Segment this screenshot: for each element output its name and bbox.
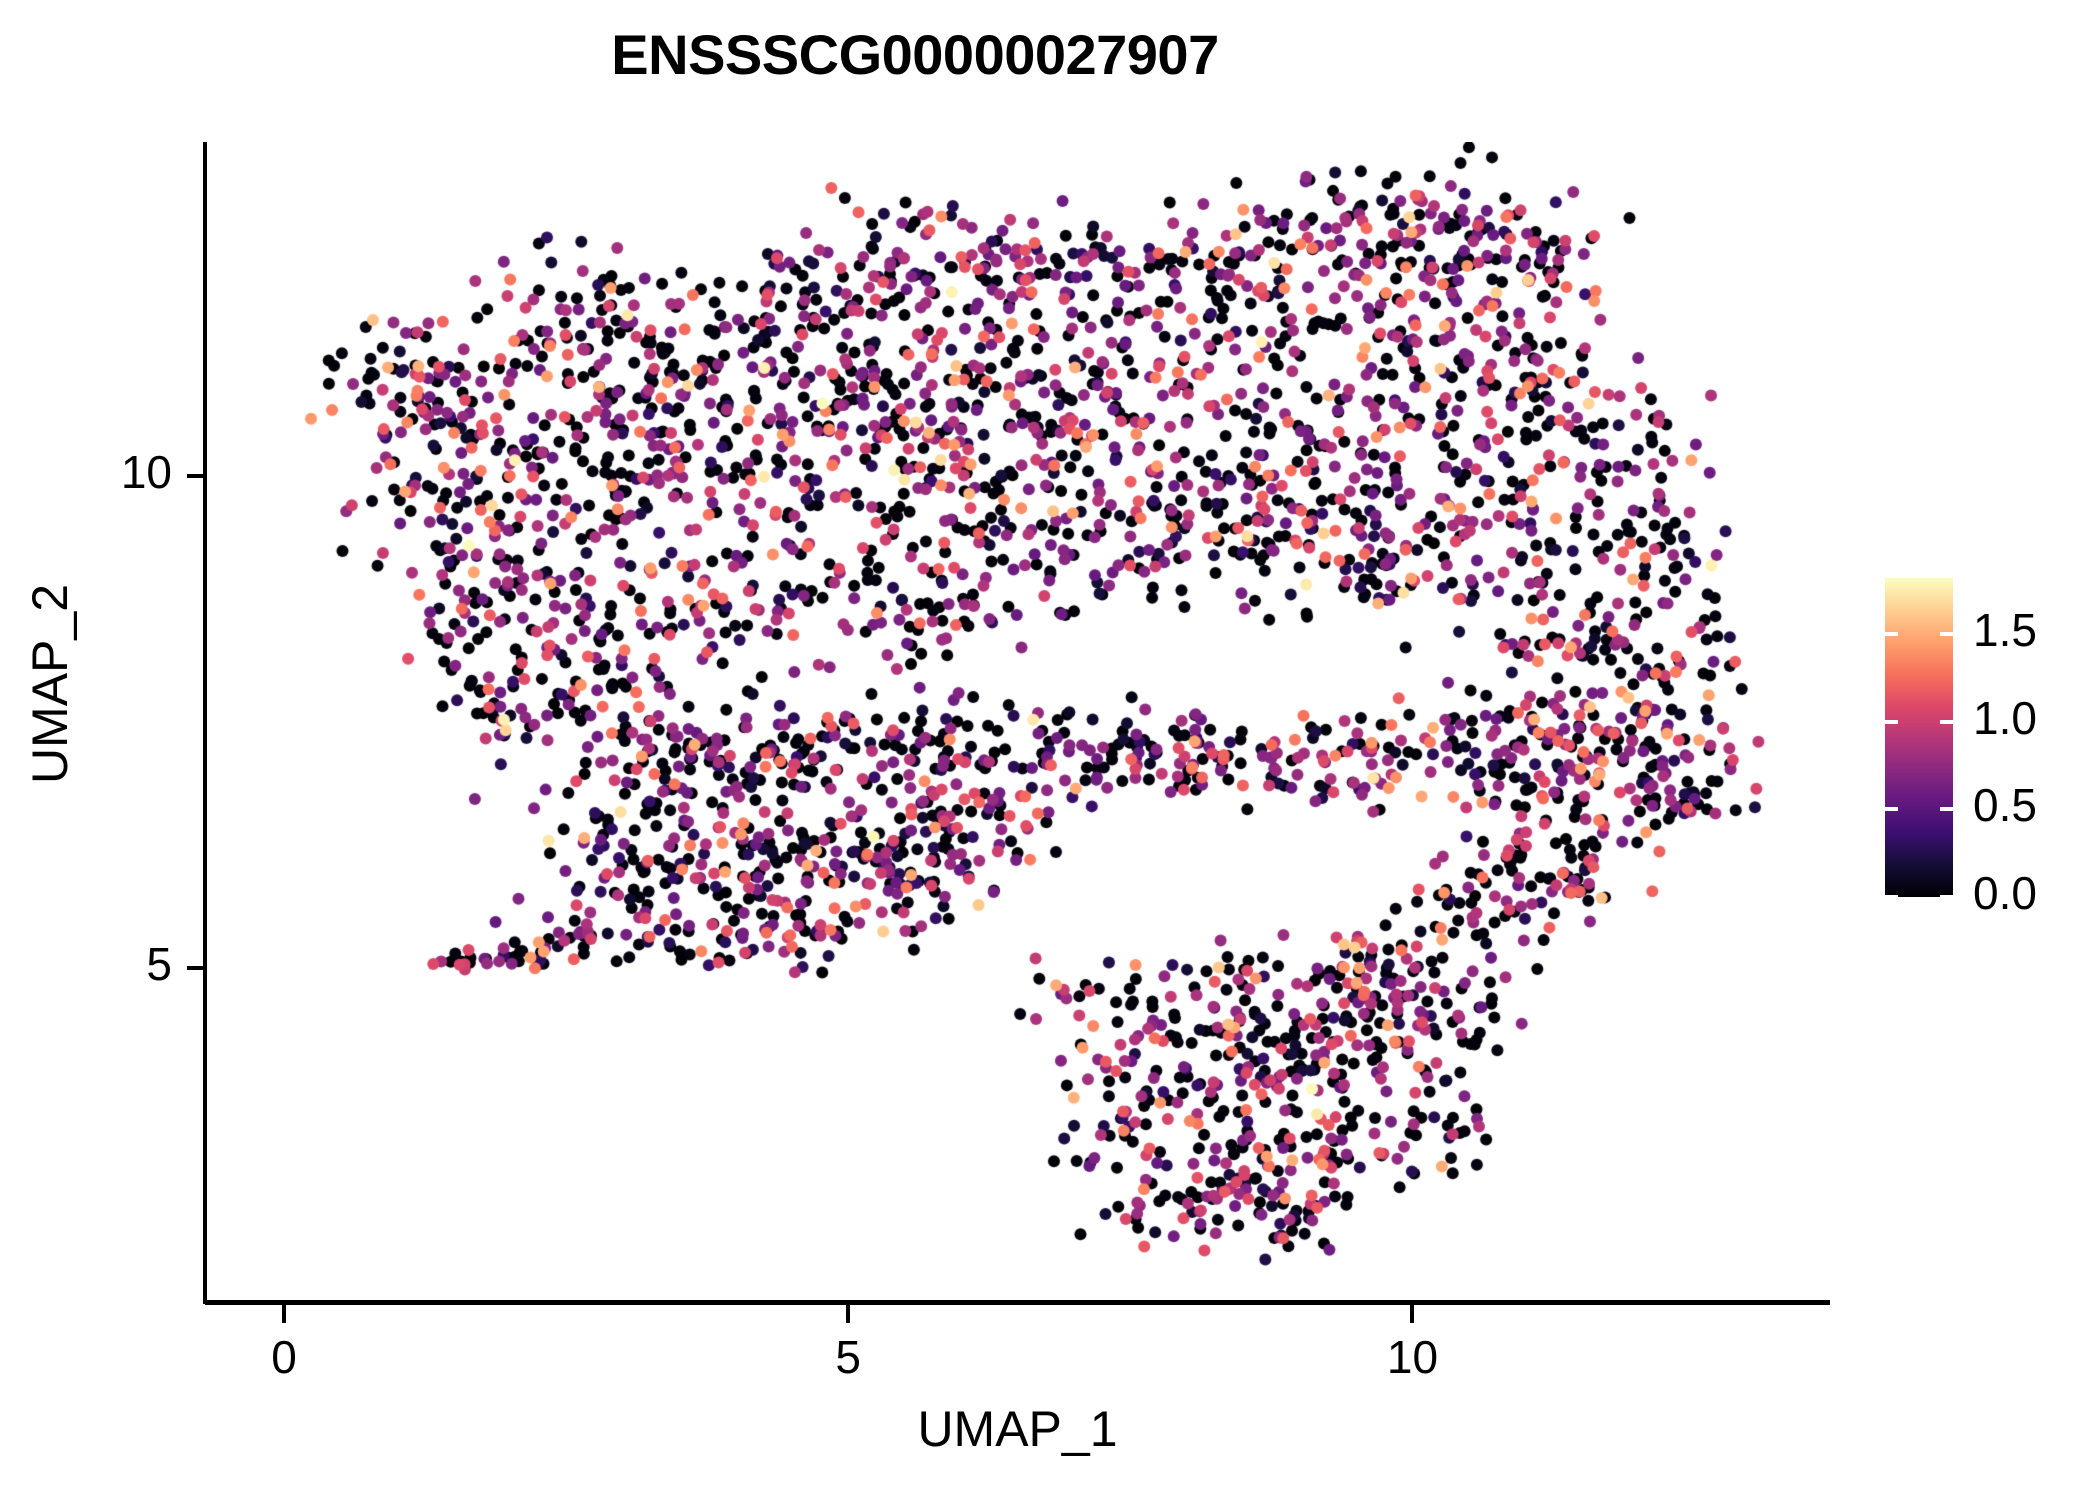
y-axis-tick-10 bbox=[187, 474, 205, 479]
colorbar-tick-0.5 bbox=[1885, 807, 1898, 812]
y-axis-title: UMAP_2 bbox=[22, 583, 78, 785]
x-axis-line bbox=[205, 1300, 1830, 1305]
colorbar-ticklabel-1.5: 1.5 bbox=[1973, 604, 2037, 657]
colorbar-tick-0.0 bbox=[1885, 895, 1898, 899]
x-axis-ticklabel-5: 5 bbox=[835, 1331, 862, 1383]
y-axis-tick-5 bbox=[187, 965, 205, 970]
colorbar-ticklabel-0.5: 0.5 bbox=[1973, 779, 2037, 832]
colorbar-ticklabel-0.0: 0.0 bbox=[1973, 867, 2037, 919]
colorbar-tick-1.0 bbox=[1940, 719, 1953, 724]
x-axis-tick-5 bbox=[846, 1305, 851, 1323]
colorbar-tick-0.0 bbox=[1940, 895, 1953, 899]
x-axis-title: UMAP_1 bbox=[917, 1401, 1118, 1457]
x-axis-tick-0 bbox=[281, 1305, 286, 1323]
x-axis-ticklabel-10: 10 bbox=[1386, 1331, 1439, 1383]
colorbar-tick-1.5 bbox=[1940, 632, 1953, 637]
y-axis-ticklabel-5: 5 bbox=[146, 937, 172, 990]
scatter-plot-canvas bbox=[205, 142, 1830, 1302]
colorbar-gradient bbox=[1885, 578, 1953, 897]
plot-panel bbox=[205, 142, 1830, 1302]
colorbar-ticklabel-1.0: 1.0 bbox=[1973, 691, 2037, 744]
colorbar-tick-1.5 bbox=[1885, 632, 1898, 637]
colorbar-tick-0.5 bbox=[1940, 807, 1953, 812]
colorbar-tick-1.0 bbox=[1885, 719, 1898, 724]
y-axis-ticklabel-10: 10 bbox=[120, 446, 172, 499]
x-axis-tick-10 bbox=[1410, 1305, 1415, 1323]
page-title: ENSSSCG00000027907 bbox=[611, 23, 1219, 86]
x-axis-ticklabel-0: 0 bbox=[271, 1331, 297, 1383]
